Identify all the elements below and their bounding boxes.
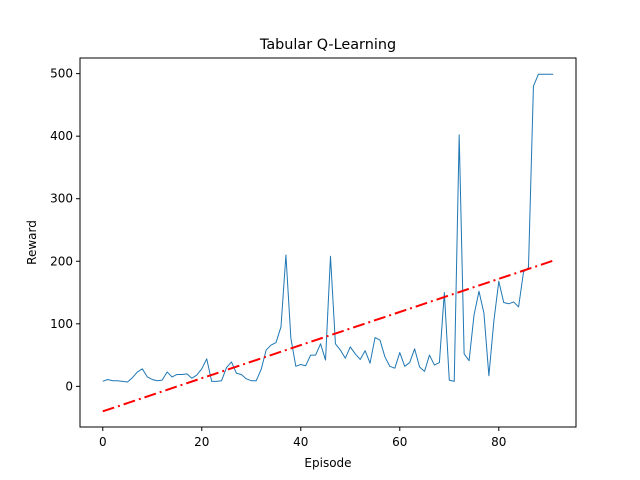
y-tick-label: 300 <box>50 192 73 206</box>
y-tick-label: 0 <box>65 379 73 393</box>
y-axis-label: Reward <box>25 220 39 265</box>
x-tick-label: 40 <box>293 435 308 449</box>
x-tick-label: 80 <box>491 435 506 449</box>
x-tick-label: 0 <box>99 435 107 449</box>
y-tick-label: 200 <box>50 254 73 268</box>
x-tick-label: 20 <box>194 435 209 449</box>
y-axis-ticks: 0 100 200 300 400 500 <box>50 67 80 393</box>
y-tick-label: 400 <box>50 129 73 143</box>
chart-title: Tabular Q-Learning <box>259 37 396 53</box>
x-axis-ticks: 0 20 40 60 80 <box>99 427 506 449</box>
x-tick-label: 60 <box>392 435 407 449</box>
series-line-2 <box>102 259 554 413</box>
y-tick-label: 500 <box>50 67 73 81</box>
y-tick-label: 100 <box>50 317 73 331</box>
series-layer <box>102 73 554 413</box>
series-line-1 <box>102 73 554 383</box>
plot-frame <box>79 57 577 428</box>
x-axis-label: Episode <box>304 456 351 470</box>
